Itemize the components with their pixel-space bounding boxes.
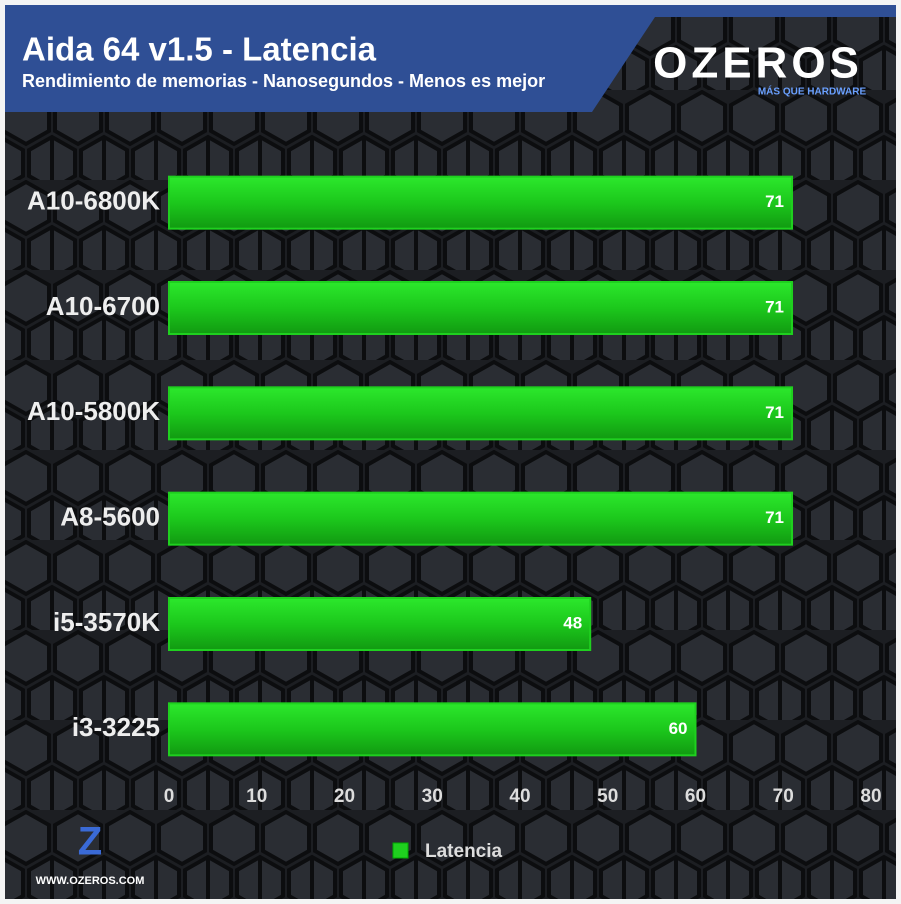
x-tick-label: 40 — [509, 786, 530, 807]
bar — [168, 702, 697, 757]
background — [5, 5, 896, 899]
x-tick-label: 60 — [685, 786, 706, 807]
value-label: 71 — [765, 192, 784, 211]
header-band — [5, 5, 896, 112]
website: WWW.OZEROS.COM — [36, 875, 145, 887]
bar — [168, 175, 794, 230]
bar — [168, 491, 794, 546]
chart-title: Aida 64 v1.5 - Latencia — [22, 31, 377, 68]
legend-label: Latencia — [425, 841, 503, 862]
x-tick-label: 80 — [860, 786, 881, 807]
y-tick-label: i5-3570K — [53, 607, 160, 637]
x-tick-label: 30 — [422, 786, 443, 807]
bar — [168, 386, 794, 441]
y-tick-label: A10-5800K — [27, 396, 160, 426]
logo-tagline: MÁS QUE HARDWARE — [758, 85, 867, 98]
y-tick-label: A8-5600 — [60, 502, 160, 532]
x-tick-label: 20 — [334, 786, 355, 807]
chart-subtitle: Rendimiento de memorias - Nanosegundos -… — [22, 71, 545, 91]
legend-swatch — [392, 842, 409, 859]
x-tick-label: 0 — [164, 786, 175, 807]
corner-logo: Z — [78, 820, 102, 864]
logo: OZEROS — [653, 39, 863, 88]
y-tick-label: A10-6700 — [46, 291, 160, 321]
x-tick-label: 10 — [246, 786, 267, 807]
y-tick-label: A10-6800K — [27, 186, 160, 216]
y-tick-label: i3-3225 — [72, 712, 160, 742]
value-label: 71 — [765, 403, 784, 422]
x-tick-label: 50 — [597, 786, 618, 807]
x-tick-label: 70 — [773, 786, 794, 807]
bar — [168, 597, 592, 651]
value-label: 60 — [669, 719, 688, 738]
value-label: 71 — [765, 297, 784, 316]
value-label: 48 — [563, 613, 582, 632]
bar — [168, 281, 794, 335]
value-label: 71 — [765, 508, 784, 527]
